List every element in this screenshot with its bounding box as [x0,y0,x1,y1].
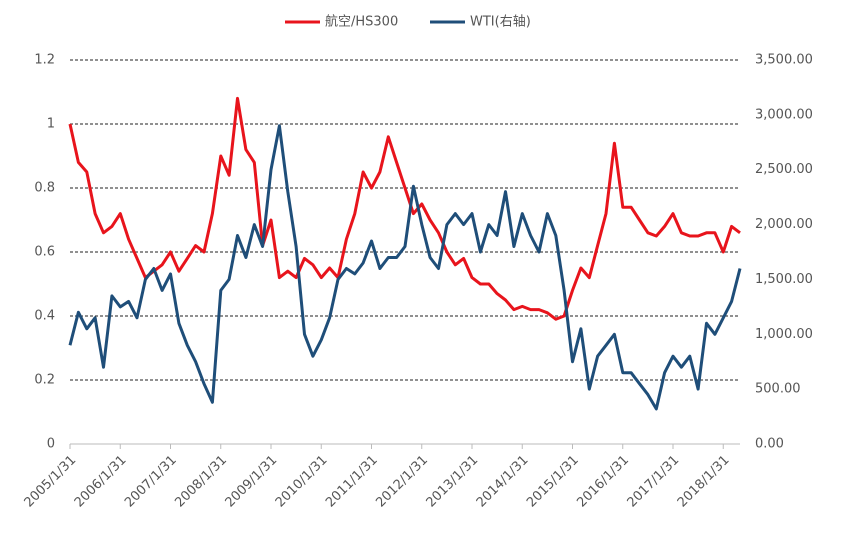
x-tick-label: 2009/1/31 [223,453,281,511]
x-tick-label: 2016/1/31 [574,453,632,511]
y2-tick-label: 500.00 [755,382,801,397]
series-line [68,96,741,321]
y-tick-label: 0 [47,437,55,452]
y2-tick-label: 1,500.00 [755,272,813,287]
y2-tick-label: 0.00 [755,437,784,452]
x-tick-label: 2007/1/31 [122,453,180,511]
x-tick-label: 2013/1/31 [424,453,482,511]
x-tick-label: 2015/1/31 [524,453,582,511]
y2-tick-label: 2,000.00 [755,217,813,232]
series-line [68,124,742,411]
legend-label: WTI(右轴) [470,15,531,30]
x-tick-label: 2011/1/31 [323,453,381,511]
y-tick-label: 0.4 [34,309,55,324]
x-tick-label: 2014/1/31 [474,453,532,511]
y-tick-label: 1 [47,117,55,132]
y-tick-label: 0.2 [34,373,55,388]
x-tick-label: 2008/1/31 [172,453,230,511]
x-tick-label: 2017/1/31 [625,453,683,511]
y2-tick-label: 3,000.00 [755,107,813,122]
y2-tick-label: 1,000.00 [755,327,813,342]
x-tick-label: 2012/1/31 [373,453,431,511]
legend-label: 航空/HS300 [325,14,398,30]
y-tick-label: 0.8 [34,181,55,196]
y2-tick-label: 3,500.00 [755,53,813,68]
y2-tick-label: 2,500.00 [755,162,813,177]
x-tick-label: 2005/1/31 [22,453,80,511]
x-tick-label: 2010/1/31 [273,453,331,511]
y-tick-label: 1.2 [34,53,55,68]
y-tick-label: 0.6 [34,245,55,260]
x-tick-label: 2006/1/31 [72,453,130,511]
x-tick-label: 2018/1/31 [675,453,733,511]
